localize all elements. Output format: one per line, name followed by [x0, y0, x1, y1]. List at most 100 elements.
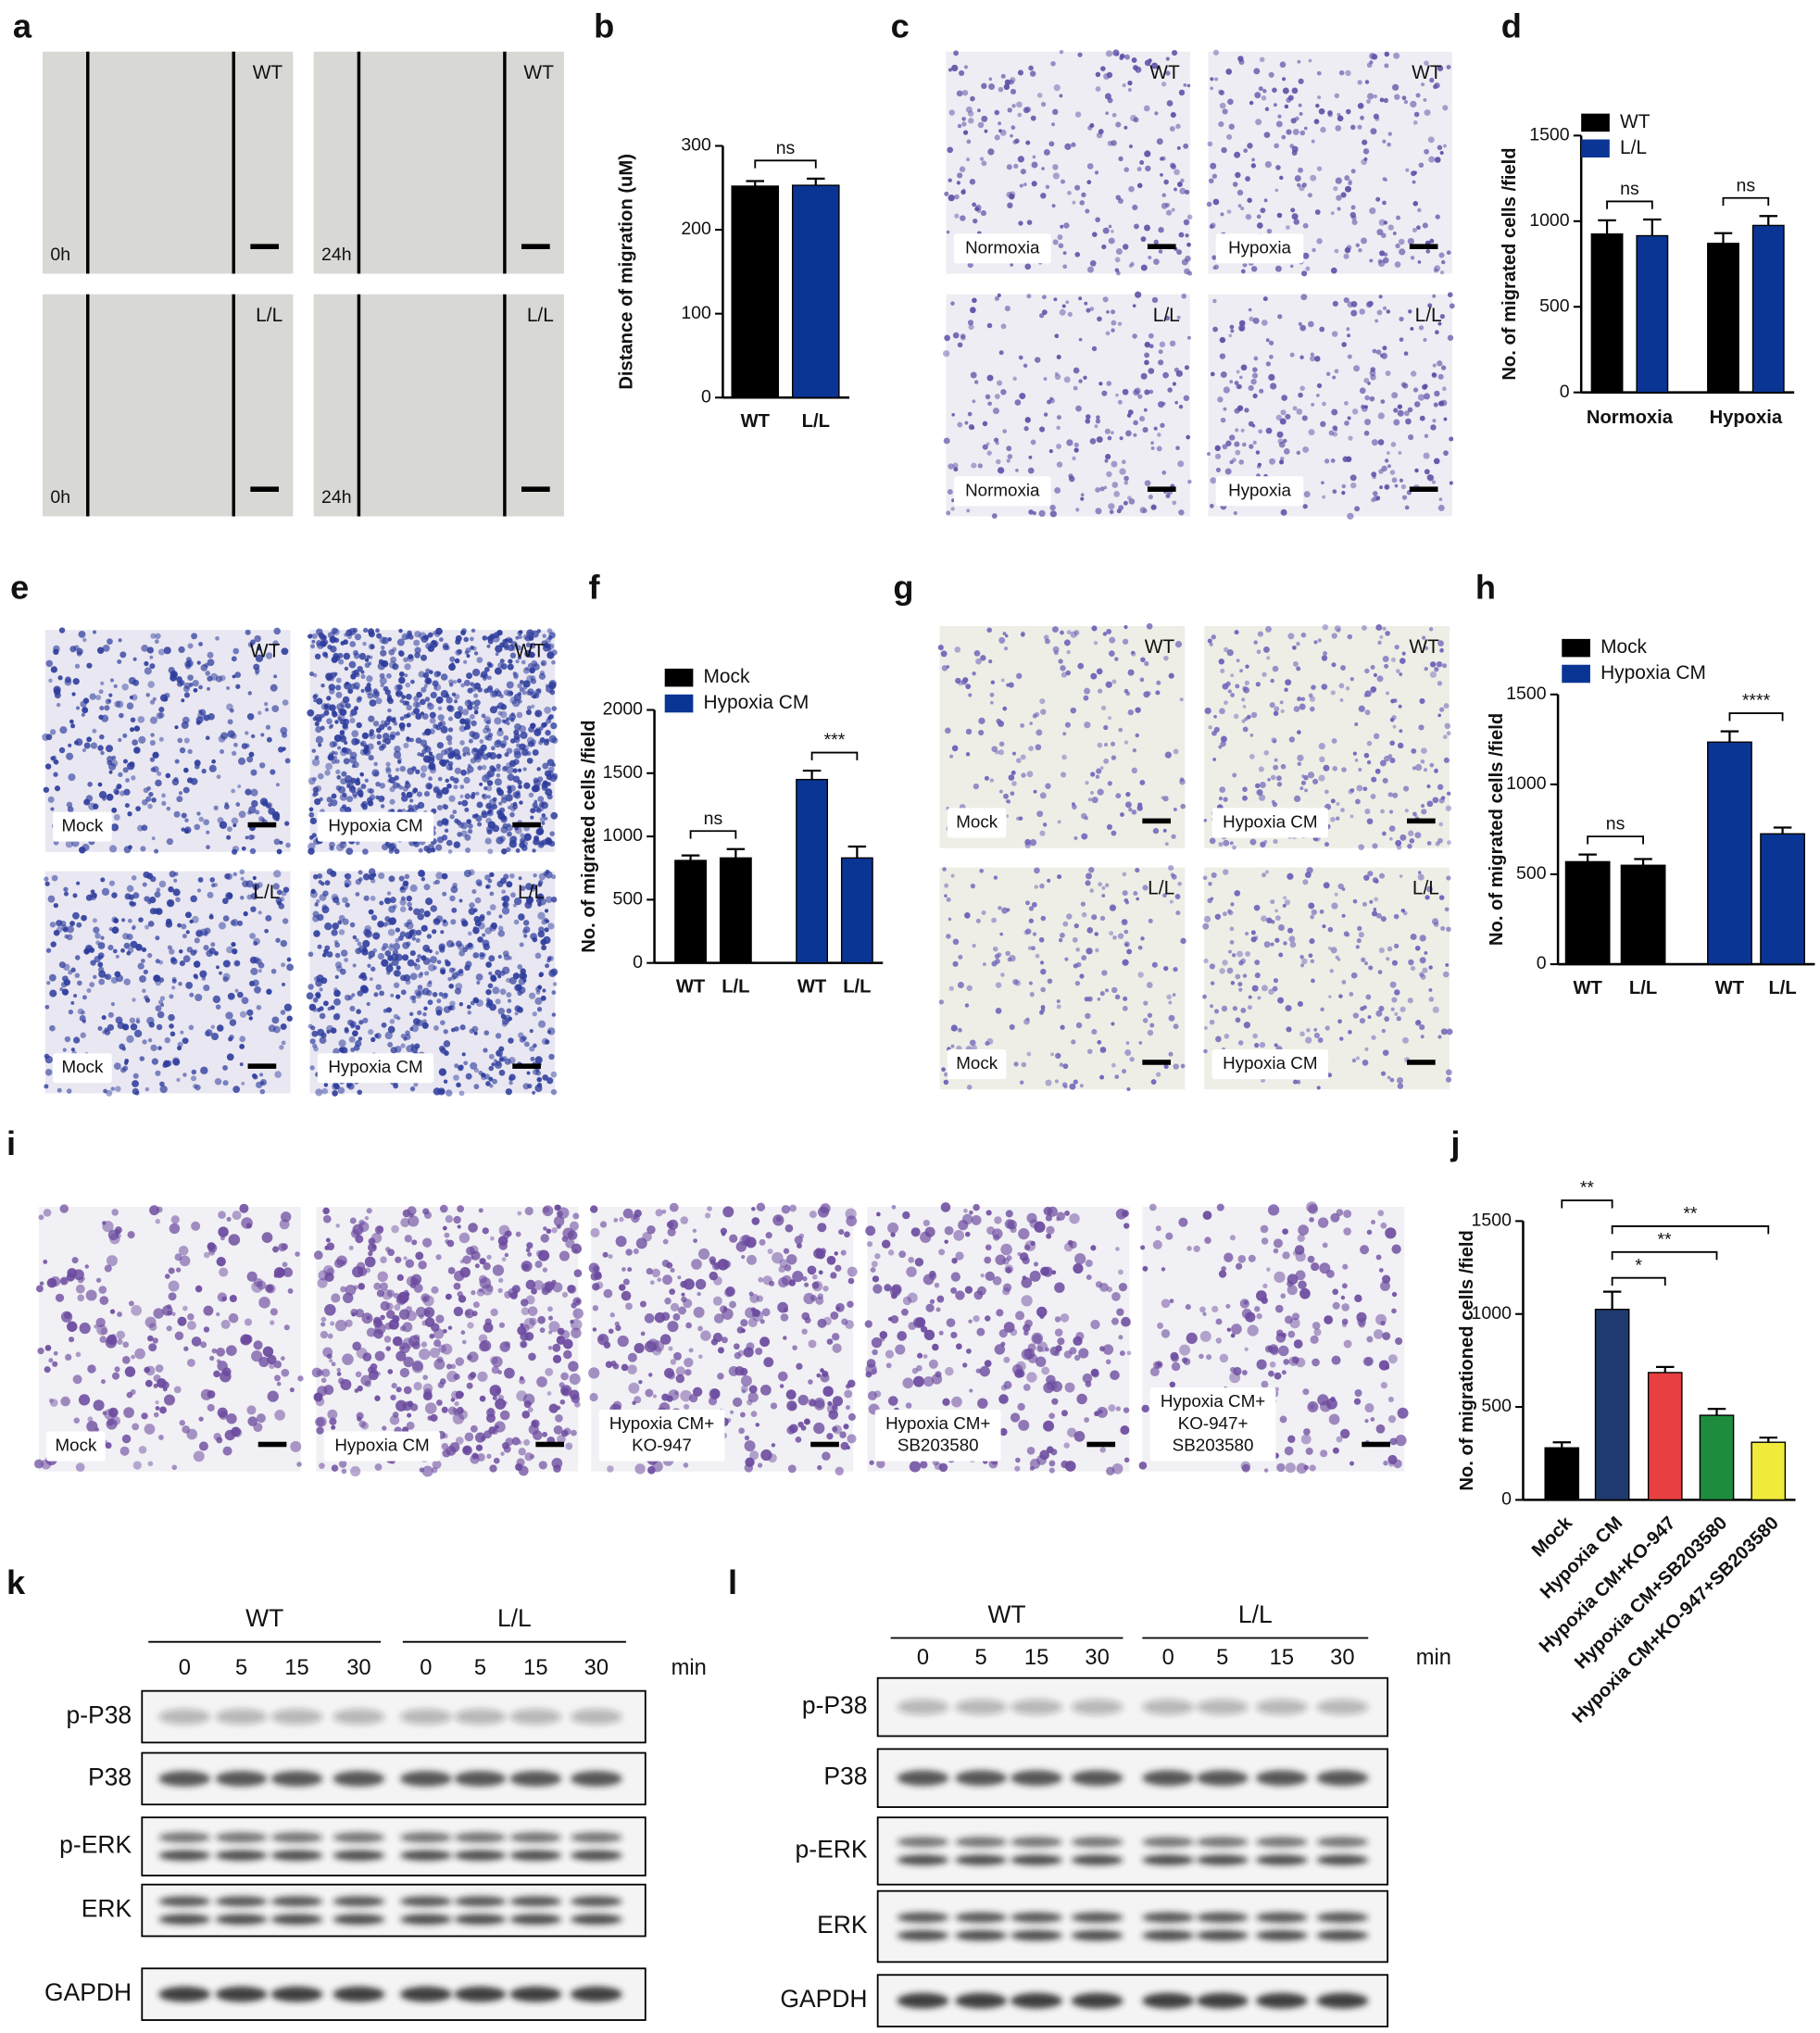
cell: [1336, 195, 1342, 201]
cell: [407, 767, 415, 775]
cell: [377, 952, 385, 960]
cell: [408, 1011, 414, 1017]
cell: [1023, 182, 1027, 187]
cell: [1235, 428, 1239, 433]
cell: [377, 921, 384, 928]
cell: [1308, 320, 1314, 328]
cell: [1422, 222, 1428, 229]
cell: [1023, 930, 1029, 935]
cell: [357, 990, 364, 997]
cell: [1075, 947, 1081, 952]
cell: [490, 974, 496, 981]
cell: [1133, 891, 1138, 897]
cell: [420, 876, 426, 882]
cell: [276, 1381, 282, 1387]
cell: [257, 710, 262, 715]
cell: [1439, 313, 1446, 320]
cell: [1135, 867, 1140, 873]
cell: [74, 663, 81, 669]
cell: [472, 952, 480, 959]
cell: [454, 658, 460, 664]
cell: [1387, 792, 1393, 797]
cell: [81, 1010, 85, 1015]
cell: [1148, 333, 1154, 339]
cell: [1108, 237, 1115, 245]
cell: [1255, 450, 1261, 455]
cell: [1428, 987, 1433, 992]
cell: [1268, 373, 1275, 382]
cell: [1081, 192, 1086, 197]
cell: [1274, 915, 1281, 922]
cell: [1142, 508, 1148, 513]
cell: [1005, 950, 1010, 957]
cell: [329, 741, 336, 748]
cell: [222, 1446, 232, 1456]
cell: [415, 713, 422, 720]
cell: [1364, 80, 1370, 84]
cell: [471, 668, 481, 677]
cell: [946, 510, 951, 516]
cell: [467, 931, 472, 936]
cell: [96, 1324, 107, 1336]
cell: [1312, 778, 1319, 784]
cell: [967, 320, 974, 326]
cell: [132, 1073, 139, 1079]
cell: [244, 1318, 253, 1326]
cell: [79, 1014, 86, 1022]
cell: [1379, 250, 1386, 257]
image-corner-label: WT: [1409, 636, 1439, 658]
cell: [398, 671, 405, 677]
cell: [173, 878, 178, 883]
cell: [1060, 772, 1067, 778]
cell: [1293, 795, 1301, 803]
cell: [526, 690, 532, 696]
cell: [370, 914, 378, 921]
cell: [147, 1037, 153, 1043]
cell: [1424, 148, 1430, 155]
cell: [488, 798, 496, 807]
cell: [166, 898, 175, 908]
cell: [1351, 215, 1357, 220]
cell: [1299, 355, 1304, 360]
cell: [1124, 801, 1132, 809]
cell: [509, 872, 515, 879]
cell: [1158, 349, 1163, 355]
cell: [108, 1407, 119, 1418]
cell: [492, 1078, 497, 1085]
cell: [147, 1461, 154, 1467]
cell: [1320, 126, 1326, 133]
cell: [1417, 207, 1422, 213]
cell: [360, 674, 366, 680]
cell: [317, 772, 324, 780]
cell: [416, 791, 422, 797]
cell: [1144, 352, 1150, 358]
cell: [1300, 696, 1306, 702]
cell: [124, 1059, 130, 1063]
cell: [1123, 996, 1128, 1001]
cell: [533, 1069, 539, 1075]
cell: [155, 1406, 160, 1411]
cell: [222, 1080, 229, 1086]
cell: [424, 971, 430, 976]
cell: [198, 816, 205, 822]
cell: [1297, 754, 1304, 761]
cell: [1255, 119, 1262, 126]
cell: [390, 993, 395, 998]
cell: [349, 713, 354, 718]
cell: [189, 919, 194, 924]
cell: [387, 1025, 395, 1034]
cell: [193, 1450, 205, 1462]
cell: [1328, 995, 1332, 998]
cell: [1212, 49, 1219, 56]
cell: [548, 1053, 555, 1060]
cell: [1254, 1042, 1260, 1048]
cell: [191, 1069, 197, 1075]
cell: [1265, 338, 1270, 343]
cell: [1299, 955, 1304, 960]
cell: [1167, 387, 1173, 393]
cell: [1302, 504, 1308, 509]
cell: [1371, 471, 1377, 478]
cell: [53, 1350, 58, 1356]
cell: [1115, 393, 1119, 397]
cell: [1000, 323, 1007, 330]
